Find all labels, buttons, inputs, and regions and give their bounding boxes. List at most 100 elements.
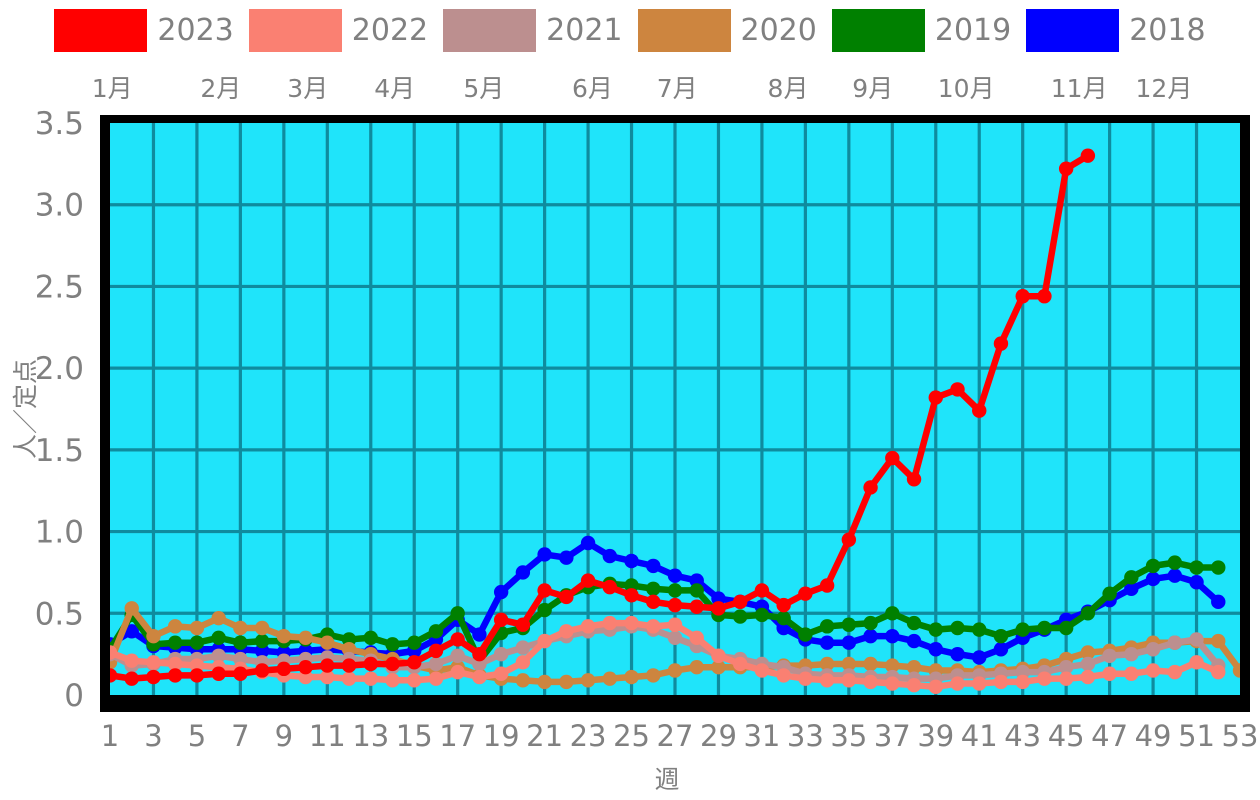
series-marker-2019 [972, 622, 987, 637]
series-marker-2022 [1145, 663, 1161, 678]
series-marker-2023 [233, 666, 248, 681]
series-marker-2018 [602, 548, 618, 564]
legend-label-2018: 2018 [1129, 12, 1206, 48]
month-tick-label: 4月 [374, 74, 415, 103]
series-marker-2021 [1167, 635, 1183, 650]
x-tick-label: 25 [613, 719, 650, 753]
series-marker-2023 [624, 588, 639, 603]
series-marker-2019 [906, 615, 922, 631]
series-marker-2018 [124, 624, 139, 639]
series-marker-2019 [189, 635, 205, 650]
legend-swatch-2020 [637, 9, 731, 52]
x-tick-label: 29 [700, 719, 737, 753]
series-marker-2022 [885, 676, 900, 691]
x-tick-label: 23 [570, 719, 607, 753]
series-marker-2023 [211, 666, 226, 681]
series-marker-2019 [798, 627, 813, 642]
x-tick-label: 11 [309, 719, 346, 753]
series-marker-2022 [1037, 671, 1052, 686]
series-marker-2019 [167, 635, 183, 650]
series-marker-2020 [906, 660, 922, 675]
x-tick-label: 31 [743, 719, 780, 753]
series-marker-2020 [515, 673, 531, 688]
series-marker-2019 [1145, 558, 1161, 574]
series-marker-2022 [320, 669, 335, 685]
x-tick-label: 45 [1048, 719, 1085, 753]
x-tick-label: 19 [483, 719, 520, 753]
series-marker-2020 [211, 610, 226, 626]
series-marker-2019 [819, 619, 835, 634]
series-marker-2021 [667, 630, 683, 645]
series-marker-2020 [146, 628, 161, 644]
series-marker-2020 [689, 660, 704, 675]
series-marker-2020 [537, 674, 552, 690]
series-marker-2019 [950, 620, 965, 636]
series-marker-2018 [580, 535, 596, 551]
series-marker-2023 [754, 583, 770, 598]
series-marker-2023 [254, 663, 270, 678]
series-line-2021 [106, 623, 1222, 682]
series-marker-2023 [950, 382, 965, 397]
series-marker-2019 [928, 622, 943, 637]
series-marker-2022 [602, 615, 618, 631]
x-tick-label: 53 [1222, 719, 1259, 753]
x-tick-label: 27 [657, 719, 694, 753]
series-marker-2018 [863, 628, 878, 644]
series-marker-2019 [667, 583, 683, 598]
series-marker-2023 [732, 594, 748, 610]
series-marker-2021 [1124, 646, 1139, 662]
series-marker-2020 [167, 619, 183, 634]
series-marker-2022 [906, 677, 922, 693]
series-marker-2018 [819, 635, 835, 650]
series-marker-2022 [993, 674, 1009, 690]
series-marker-2018 [667, 568, 683, 583]
series-marker-2019 [1037, 620, 1052, 636]
y-tick-label: 3.5 [35, 106, 84, 142]
series-marker-2022 [407, 673, 422, 688]
x-tick-label: 43 [1004, 719, 1041, 753]
series-marker-2023 [124, 671, 139, 686]
plot-frame-right [1240, 115, 1250, 712]
series-marker-2019 [776, 610, 791, 626]
series-marker-2023 [863, 480, 878, 495]
series-marker-2019 [428, 624, 444, 639]
series-marker-2019 [1102, 586, 1117, 601]
legend-swatch-2023 [54, 9, 148, 52]
series-marker-2019 [1189, 560, 1204, 575]
y-tick-label: 0.5 [35, 596, 84, 632]
series-marker-2022 [493, 666, 509, 681]
series-marker-2023 [972, 403, 987, 418]
legend-label-2022: 2022 [351, 12, 429, 48]
series-marker-2023 [341, 658, 357, 673]
series-marker-2022 [646, 619, 661, 634]
legend-swatch-2019 [831, 9, 925, 52]
series-marker-2020 [624, 669, 639, 685]
series-marker-2019 [233, 635, 248, 650]
series-marker-2019 [385, 637, 400, 652]
series-marker-2020 [819, 656, 835, 672]
series-marker-2018 [885, 628, 900, 644]
series-marker-2018 [1167, 568, 1183, 583]
series-marker-2018 [559, 550, 574, 565]
x-tick-label: 13 [352, 719, 389, 753]
series-marker-2022 [450, 664, 465, 680]
series-marker-2022 [667, 617, 683, 632]
series-marker-2023 [515, 617, 531, 632]
series-marker-2023 [885, 450, 900, 466]
series-marker-2019 [537, 602, 552, 618]
series-marker-2022 [1102, 666, 1117, 681]
series-marker-2018 [950, 646, 965, 662]
series-marker-2020 [863, 656, 878, 672]
series-marker-2022 [841, 673, 857, 688]
series-marker-2019 [863, 615, 878, 631]
series-marker-2019 [1124, 570, 1139, 585]
series-marker-2018 [1124, 581, 1139, 596]
month-tick-label: 3月 [287, 74, 328, 103]
series-marker-2023 [276, 661, 292, 677]
series-marker-2021 [493, 646, 509, 662]
series-marker-2019 [407, 635, 422, 650]
series-marker-2019 [1080, 606, 1096, 621]
series-marker-2023 [819, 578, 835, 593]
legend-item-2018: 2018 [1026, 9, 1206, 52]
series-marker-2023 [689, 599, 704, 614]
